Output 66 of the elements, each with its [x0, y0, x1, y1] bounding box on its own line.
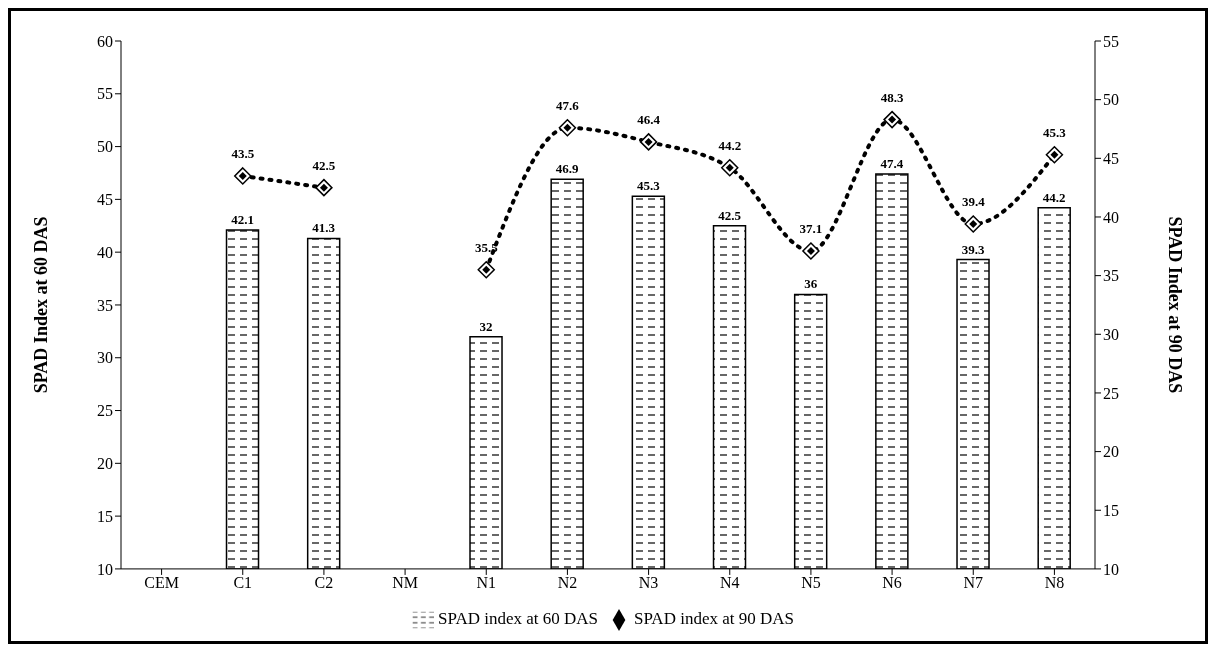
y-tick-label: 20: [97, 455, 113, 473]
y-tick-label: 35: [97, 296, 113, 314]
point: [964, 215, 982, 233]
data-label: 37.1: [799, 220, 823, 236]
data-label: 42.5: [718, 207, 742, 223]
data-label: 46.4: [637, 111, 661, 127]
data-label: 44.2: [718, 137, 742, 153]
x-tick-label: CEM: [144, 574, 179, 592]
point: [477, 261, 495, 279]
x-tick-label: C2: [314, 574, 334, 592]
x-tick-label: N6: [882, 574, 902, 592]
x-tick-label: C1: [233, 574, 253, 592]
point: [234, 167, 252, 185]
legend-label: SPAD index at 60 DAS: [438, 608, 598, 628]
y-tick-label: 25: [97, 402, 113, 420]
data-label: 44.2: [1042, 189, 1066, 205]
data-label: 47.6: [556, 97, 580, 113]
y-tick-label: 30: [97, 349, 113, 367]
y-tick-label: 55: [97, 85, 113, 103]
y2-tick-label: 50: [1103, 91, 1119, 109]
data-label: 36: [804, 276, 818, 292]
y2-tick-label: 25: [1103, 384, 1119, 402]
point: [315, 178, 333, 197]
x-tick-label: N7: [963, 574, 984, 592]
point: [883, 110, 901, 129]
y-axis-title: SPAD Index at 60 DAS: [31, 216, 52, 394]
x-tick-label: N8: [1044, 574, 1065, 592]
y2-tick-label: 55: [1103, 32, 1119, 50]
y-tick-label: 10: [97, 560, 113, 578]
data-label: 47.4: [880, 156, 904, 172]
y-tick-label: 60: [97, 32, 113, 50]
y-tick-label: 50: [97, 138, 113, 156]
y2-axis-title: SPAD Index at 90 DAS: [1164, 216, 1185, 394]
data-label: 42.5: [312, 157, 336, 173]
y-tick-label: 45: [97, 191, 113, 209]
data-label: 45.3: [1043, 124, 1067, 140]
y2-tick-label: 35: [1103, 267, 1119, 285]
data-label: 43.5: [231, 145, 255, 161]
y2-tick-label: 10: [1103, 560, 1119, 578]
data-label: 39.4: [961, 194, 986, 210]
data-label: 42.1: [231, 211, 254, 227]
y2-tick-label: 45: [1103, 149, 1119, 167]
y-tick-label: 15: [97, 507, 113, 525]
data-label: 45.3: [636, 178, 661, 194]
x-tick-label: N1: [476, 574, 497, 592]
x-tick-label: NM: [392, 574, 418, 592]
y2-tick-label: 20: [1103, 443, 1119, 461]
data-label: 32: [479, 318, 493, 334]
data-label: 39.3: [961, 241, 985, 257]
point: [721, 158, 739, 177]
x-tick-label: N5: [801, 574, 821, 592]
data-label: 41.3: [312, 220, 336, 236]
y2-tick-label: 15: [1103, 501, 1119, 519]
x-tick-label: N2: [557, 574, 578, 592]
point: [1045, 146, 1064, 164]
x-tick-label: N4: [719, 574, 740, 592]
point: [802, 242, 820, 260]
point: [639, 133, 658, 151]
y-tick-label: 40: [97, 243, 113, 261]
data-label: 46.9: [555, 161, 580, 177]
y2-tick-label: 30: [1103, 325, 1119, 343]
legend-label: SPAD index at 90 DAS: [634, 608, 794, 628]
y2-tick-label: 40: [1103, 208, 1119, 226]
x-tick-label: N3: [638, 574, 659, 592]
data-label: 48.3: [880, 89, 904, 105]
point: [558, 119, 577, 137]
